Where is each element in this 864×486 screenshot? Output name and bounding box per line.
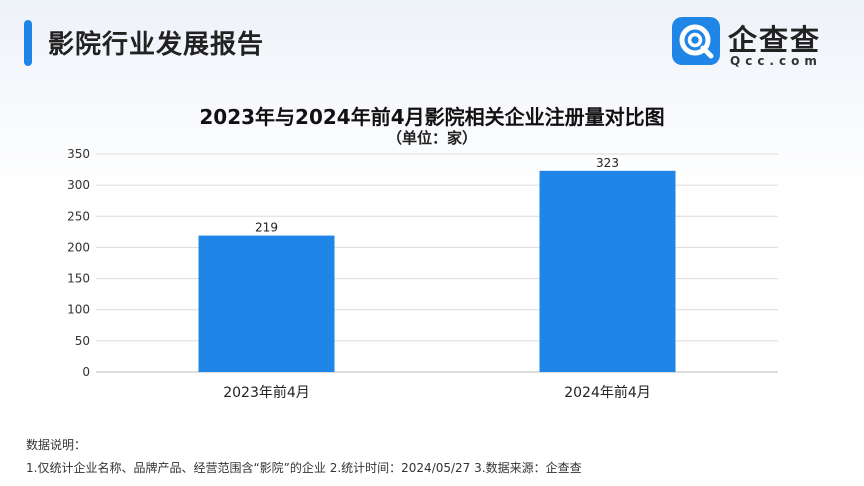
qcc-logo-icon — [672, 17, 720, 65]
x-tick-label: 2024年前4月 — [564, 384, 651, 401]
x-tick-label: 2023年前4月 — [223, 384, 310, 401]
data-label: 323 — [596, 156, 619, 170]
y-tick-label: 100 — [67, 303, 90, 317]
report-header: 影院行业发展报告 企查查 Qcc.com — [0, 0, 864, 80]
y-tick-label: 150 — [67, 272, 90, 286]
logo-domain: Qcc.com — [730, 54, 822, 68]
chart-title: 2023年与2024年前4月影院相关企业注册量对比图 — [199, 105, 665, 129]
bar — [198, 235, 335, 372]
y-tick-label: 300 — [67, 178, 90, 192]
y-tick-label: 0 — [82, 365, 90, 379]
y-tick-label: 250 — [67, 209, 90, 223]
chart-subtitle: （单位：家） — [386, 129, 477, 147]
title-accent-bar — [24, 20, 32, 66]
bar — [539, 170, 676, 372]
y-tick-label: 50 — [75, 334, 90, 348]
qcc-logo: 企查查 Qcc.com — [672, 17, 852, 73]
y-tick-label: 200 — [67, 240, 90, 254]
y-tick-label: 350 — [67, 147, 90, 161]
footer-note: 1.仅统计企业名称、品牌产品、经营范围含“影院”的企业 2.统计时间：2024/… — [26, 461, 582, 475]
report-title: 影院行业发展报告 — [48, 30, 265, 60]
data-label: 219 — [255, 221, 278, 235]
logo-brand-name: 企查查 — [728, 23, 822, 57]
footer-label: 数据说明： — [26, 438, 87, 452]
